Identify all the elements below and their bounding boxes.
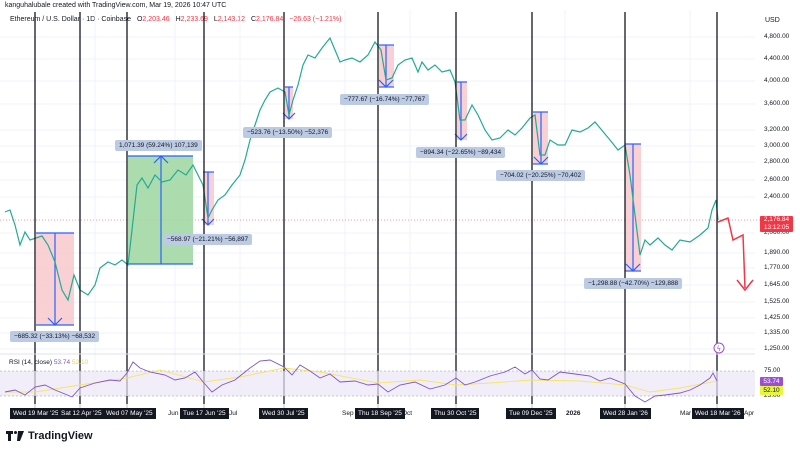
measurement-label-2: 1,071.39 (59.24%) 107,139 — [115, 140, 202, 151]
low-value: 2,143.12 — [217, 16, 246, 23]
y-tick-3000: 3,000.00 — [764, 142, 790, 149]
date-label-10: Wed 18 Mar '26 — [692, 408, 744, 419]
axis-tick-jun: Jun — [168, 410, 179, 417]
y-tick-1335: 1,335.00 — [764, 329, 790, 336]
projection-arrow — [717, 216, 746, 289]
open-value: 2,203.46 — [142, 16, 170, 23]
y-tick-3200: 3,200.00 — [764, 126, 790, 133]
vertical-markers — [34, 12, 718, 410]
y-tick-4400: 4,400.00 — [764, 55, 790, 62]
rsi-level-25: 25.00 — [764, 392, 781, 399]
date-label-6: Thu 18 Sep '25 — [355, 408, 405, 419]
axis-tick-apr: Apr — [744, 410, 755, 417]
axis-tick-oct: Oct — [402, 410, 413, 417]
y-tick-1645: 1,645.00 — [764, 281, 790, 288]
y-tick-1890: 1,890.00 — [764, 249, 790, 256]
y-tick-1525: 1,525.00 — [764, 298, 790, 305]
rsi-legend[interactable]: RSI (14, close) 53.74 52.10 — [9, 359, 89, 366]
svg-text:ϟ: ϟ — [717, 345, 722, 353]
y-tick-2400: 2,400.00 — [764, 193, 790, 200]
y-tick-2600: 2,600.00 — [764, 176, 790, 183]
axis-tick-jul: Jul — [229, 410, 238, 417]
measurement-label-4: −523.76 (−13.50%) −52,376 — [243, 127, 333, 138]
axis-tick-2026: 2026 — [566, 410, 581, 417]
y-tick-2060: 2,060.00 — [764, 229, 790, 236]
date-label-5: Wed 30 Jul '25 — [259, 408, 308, 419]
date-label-8: Tue 09 Dec '25 — [506, 408, 556, 419]
date-label-4: Tue 17 Jun '25 — [180, 408, 229, 419]
rsi-band — [0, 371, 755, 396]
date-label-2: Sat 12 Apr '25 — [58, 408, 105, 419]
date-label-7: Thu 30 Oct '25 — [431, 408, 480, 419]
date-label-3: Wed 07 May '25 — [103, 408, 156, 419]
measurement-label-6: −894.34 (−22.65%) −89,434 — [416, 147, 506, 158]
symbol-legend: Ethereum / U.S. Dollar · 1D · Coinbase O… — [10, 16, 342, 23]
measurement-label-7: −704.02 (−20.25%) −70,402 — [496, 170, 586, 181]
rsi-value-badge: 53.74 — [760, 377, 783, 386]
y-tick-1770: 1,770.00 — [764, 264, 790, 271]
close-value: 2,176.84 — [256, 16, 284, 23]
y-tick-1425: 1,425.00 — [764, 314, 790, 321]
y-tick-4800: 4,800.00 — [764, 33, 790, 40]
y-tick-3600: 3,600.00 — [764, 100, 790, 107]
measurement-label-3: −568.97 (−21.21%) −56,897 — [163, 234, 253, 245]
event-icon — [713, 342, 725, 354]
date-label-1: Wed 19 Mar '25 — [10, 408, 62, 419]
change-value: −26.63 (−1.21%) — [289, 16, 342, 23]
currency-label: USD — [765, 17, 780, 24]
brand-name: TradingView — [28, 430, 93, 442]
measurement-label-1: −685.32 (−33.13%) −68,532 — [10, 331, 100, 342]
tradingview-logo-icon — [6, 431, 24, 441]
rsi-line — [4, 359, 718, 403]
y-tick-1250: 1,250.00 — [764, 345, 790, 352]
rsi-ma-line — [5, 367, 718, 393]
rsi-level-75: 75.00 — [764, 367, 781, 374]
price-series — [4, 36, 719, 302]
axis-tick-mar: Mar — [680, 410, 692, 417]
measurement-label-8: −1,298.88 (−42.70%) −129,888 — [584, 278, 683, 289]
symbol-name[interactable]: Ethereum / U.S. Dollar · 1D · Coinbase — [10, 16, 131, 23]
current-price-badge: 2,176.84 13:12:05 — [760, 216, 793, 232]
rsi-ma-badge: 52.10 — [760, 386, 783, 395]
attribution: kanguhalubale created with TradingView.c… — [5, 2, 227, 9]
date-label-9: Wed 28 Jan '26 — [600, 408, 651, 419]
y-tick-4000: 4,000.00 — [764, 77, 790, 84]
axis-tick-sep: Sep — [342, 410, 354, 417]
tradingview-logo[interactable]: TradingView — [6, 430, 93, 442]
high-value: 2,233.69 — [180, 16, 208, 23]
y-tick-2800: 2,800.00 — [764, 158, 790, 165]
measurement-label-5: −777.67 (−16.74%) −77,767 — [340, 94, 430, 105]
